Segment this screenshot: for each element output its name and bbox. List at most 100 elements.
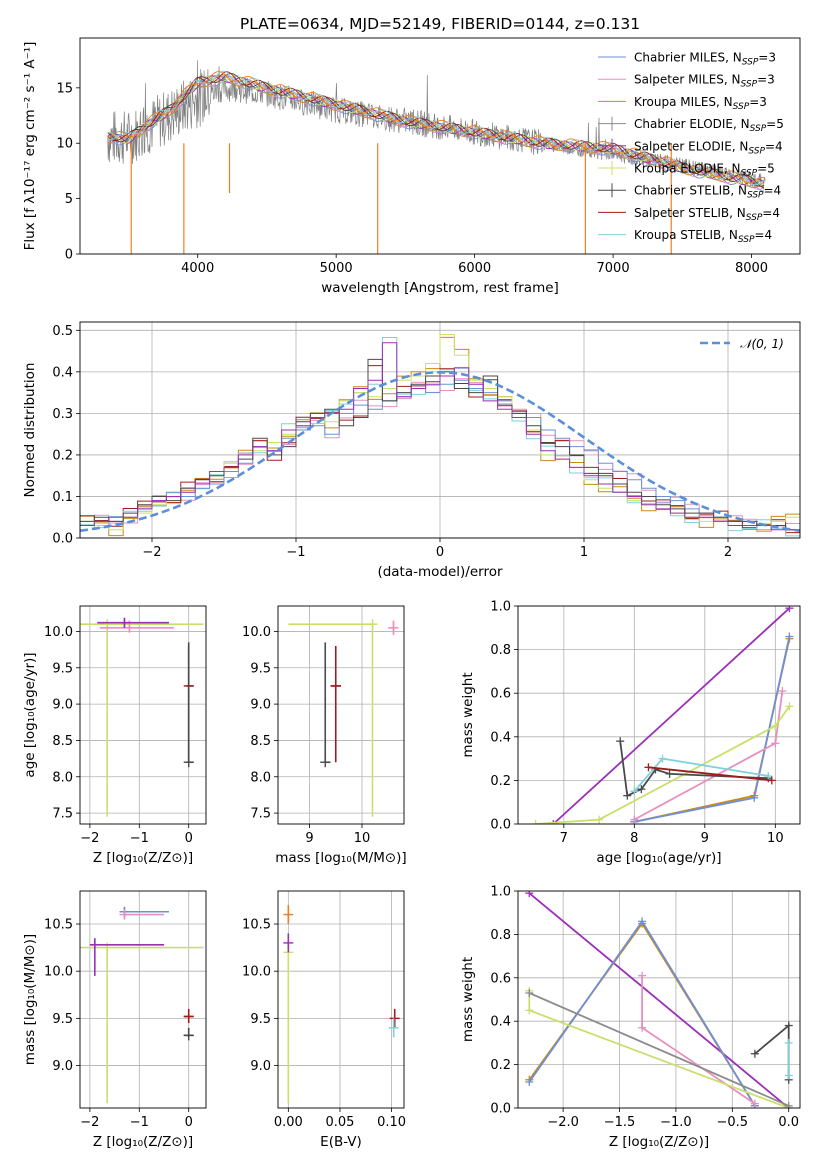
x-tick-label: 1	[580, 545, 588, 560]
x-tick-label: 7	[560, 831, 568, 846]
x-tick-label: 5000	[320, 261, 353, 276]
y-tick-label: 0.8	[490, 643, 511, 658]
plot-marks	[283, 905, 400, 1104]
y-tick-label: 10.0	[242, 625, 271, 640]
y-tick-label: 10.0	[44, 625, 73, 640]
x-axis-label: Z [log₁₀(Z/Z⊙)]	[93, 1134, 193, 1150]
y-tick-label: 0.6	[490, 687, 511, 702]
x-axis-label: Z [log₁₀(Z/Z⊙)]	[609, 1134, 709, 1150]
y-tick-label: 9.0	[250, 698, 271, 713]
plot-marks	[80, 617, 204, 817]
y-tick-label: 0.4	[490, 730, 511, 745]
y-axis-label: mass weight	[460, 672, 476, 757]
model-spectrum-line	[107, 76, 765, 192]
y-tick-label: 9.5	[250, 1012, 271, 1027]
y-tick-label: 1.0	[490, 885, 511, 900]
y-tick-label: 8.5	[250, 734, 271, 749]
x-axis-label: wavelength [Angstrom, rest frame]	[321, 280, 559, 296]
mass-weight-line	[648, 766, 772, 782]
x-tick-label: 10	[767, 831, 784, 846]
plot-marks	[525, 891, 793, 1108]
axes-frame	[517, 605, 801, 825]
plot-area	[278, 606, 404, 824]
histogram-step-series	[80, 342, 800, 538]
plot-area	[278, 891, 404, 1108]
y-tick-label: 0.0	[490, 818, 511, 833]
x-axis-label: (data-model)/error	[377, 564, 503, 580]
y-tick-label: 0	[65, 248, 73, 263]
y-tick-label: 0.8	[490, 928, 511, 943]
y-tick-label: 9.5	[52, 1012, 73, 1027]
x-axis-label: age [log₁₀(age/yr)]	[596, 850, 721, 866]
x-tick-label: 6000	[458, 261, 491, 276]
x-tick-label: 0.00	[274, 1115, 303, 1130]
plot-area	[80, 891, 206, 1108]
y-axis-label: age [log₁₀(age/yr)]	[22, 652, 38, 777]
model-spectrum-line	[107, 71, 765, 187]
y-tick-label: 10.0	[242, 965, 271, 980]
y-tick-label: 8.5	[52, 734, 73, 749]
plot-area	[80, 38, 800, 254]
x-tick-label: −2	[80, 831, 99, 846]
plot-marks	[80, 906, 204, 1104]
axes-frame	[277, 605, 405, 825]
y-tick-label: 5	[65, 192, 73, 207]
weight-vs-age-panel: 7 8 9 10 0.0 0.2 0.4 0.6 0.8 1.0 age [log₁₀(age/yr…	[460, 600, 801, 866]
residual-histogram-panel: −2 −1 0 1 2 0.0 0.1 0.2 0.3 0.4 0.5 (data-model)/er…	[22, 321, 801, 580]
mass-weight-line	[528, 992, 790, 1107]
age-vs-mass-panel: 9 10 7.5 8.0 8.5 9.0 9.5 10.0 mass [log₁₀(M/M⊙)]	[242, 605, 407, 866]
plot-marks	[531, 606, 794, 824]
y-tick-label: 1.0	[490, 600, 511, 615]
x-tick-label: −1	[130, 831, 149, 846]
y-tick-label: 0.4	[52, 365, 73, 380]
x-tick-label: 10	[354, 831, 371, 846]
x-tick-label: −1	[286, 545, 305, 560]
x-tick-label: 8	[630, 831, 638, 846]
axes-frame	[79, 321, 801, 539]
x-tick-label: 9	[701, 831, 709, 846]
y-tick-label: 10.0	[44, 965, 73, 980]
x-tick-label: −1.5	[604, 1115, 636, 1130]
axes-frame	[277, 890, 405, 1109]
y-tick-label: 0.1	[52, 490, 73, 505]
y-tick-label: 7.5	[52, 807, 73, 822]
y-tick-label: 9.0	[52, 1059, 73, 1074]
y-tick-label: 10.5	[242, 918, 271, 933]
x-tick-label: 8000	[735, 261, 768, 276]
legend-normal-label: 𝒩(0, 1)	[740, 337, 784, 351]
model-spectrum-line	[107, 71, 765, 184]
y-tick-label: 8.0	[250, 770, 271, 785]
mass-vs-metallicity-panel: −2 −1 0 9.0 9.5 10.0 10.5 Z [log₁₀(Z/Z⊙)] mass […	[22, 890, 207, 1150]
x-axis-label: E(B-V)	[320, 1134, 362, 1150]
y-tick-label: 0.2	[52, 448, 73, 463]
axes-frame	[517, 890, 801, 1109]
legend-label: Chabrier ELODIE, NSSP=5	[634, 117, 784, 134]
y-tick-label: 9.0	[250, 1059, 271, 1074]
y-tick-label: 0.0	[52, 532, 73, 547]
x-tick-label: −2.0	[547, 1115, 579, 1130]
plot-marks	[107, 60, 766, 254]
x-tick-label: 0.10	[377, 1115, 406, 1130]
legend-label: Salpeter MILES, NSSP=3	[634, 73, 775, 90]
weight-vs-metallicity-panel: −2.0 −1.5 −1.0 −0.5 0.0 0.0 0.2 0.4 0.6 0.8 1.0 Z […	[460, 885, 801, 1150]
mass-weight-line	[528, 892, 790, 1108]
y-tick-label: 7.5	[250, 807, 271, 822]
legend-label: Salpeter ELODIE, NSSP=4	[634, 139, 783, 156]
legend-label: Kroupa ELODIE, NSSP=5	[634, 162, 775, 179]
y-tick-label: 0.5	[52, 324, 73, 339]
y-axis-label: Flux [f λ10⁻¹⁷ erg cm⁻² s⁻¹ A⁻¹]	[22, 42, 38, 251]
x-tick-label: −2	[80, 1115, 99, 1130]
plot-area	[518, 606, 800, 824]
x-tick-label: 2	[724, 545, 732, 560]
plot-area	[80, 606, 206, 824]
mass-vs-extinction-panel: 0.00 0.05 0.10 9.0 9.5 10.0 10.5 E(B-V)	[242, 890, 406, 1150]
mass-weight-line	[535, 705, 791, 824]
y-tick-label: 10.5	[44, 918, 73, 933]
legend-label: Kroupa STELIB, NSSP=4	[634, 228, 772, 245]
plot-marks	[80, 334, 800, 538]
x-tick-label: −1.0	[660, 1115, 692, 1130]
legend-label: Kroupa MILES, NSSP=3	[634, 95, 767, 112]
legend-label: Salpeter STELIB, NSSP=4	[634, 206, 780, 223]
x-tick-label: 0	[185, 831, 193, 846]
